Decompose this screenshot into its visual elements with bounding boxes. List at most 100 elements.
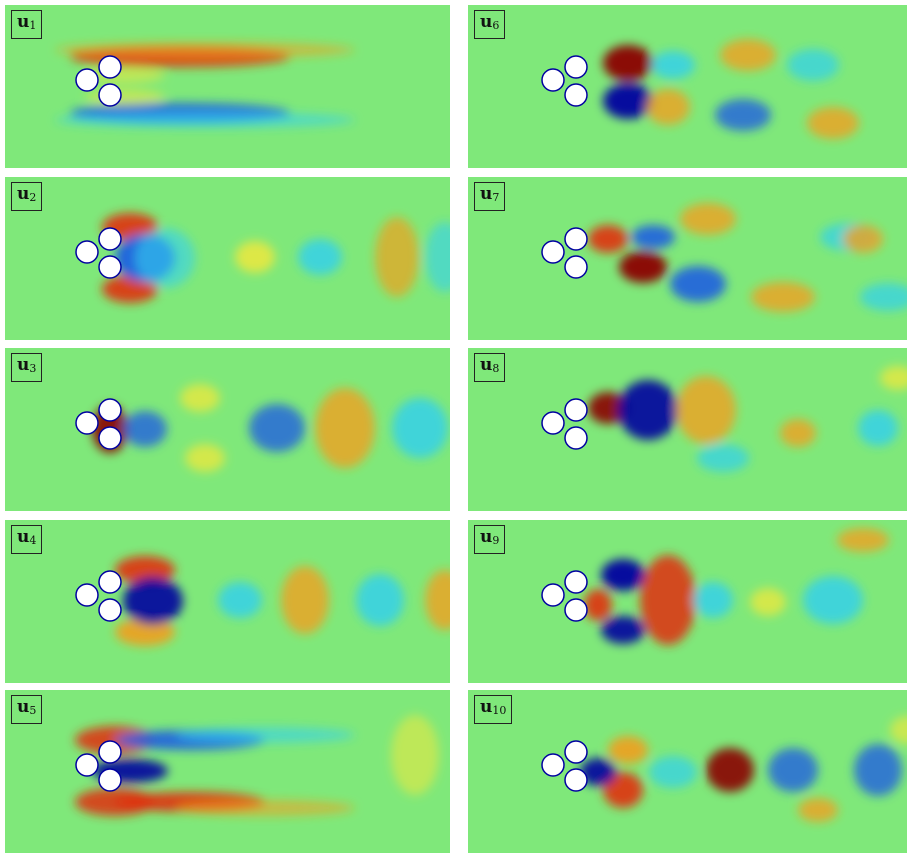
cylinder-icon: [75, 240, 99, 264]
vortex-region: [680, 203, 736, 235]
cylinder-icon: [564, 83, 588, 107]
flow-field-u5: [75, 715, 439, 816]
cylinder-icon: [98, 255, 122, 279]
mode-label: u3: [11, 353, 43, 382]
vortex-region: [646, 89, 690, 125]
vortex-region: [102, 275, 158, 303]
mode-index: 4: [29, 534, 37, 547]
vortex-region: [218, 582, 262, 618]
mode-panel-u8: u8: [468, 348, 907, 511]
flow-field-u10: [541, 716, 907, 822]
vortex-region: [588, 225, 628, 253]
vortex-region: [640, 555, 696, 645]
vortex-region: [356, 574, 404, 626]
vortex-region: [298, 239, 342, 275]
mode-symbol: u: [480, 355, 493, 375]
mode-panel-u3: u3: [5, 348, 450, 511]
vortex-region: [175, 800, 355, 816]
cylinder-icon: [564, 227, 588, 251]
cylinder-icon: [98, 768, 122, 792]
cylinder-icon: [75, 411, 99, 435]
vortex-region: [649, 756, 697, 788]
cylinder-icon: [98, 598, 122, 622]
vortex-region: [618, 380, 678, 440]
cylinder-icon: [98, 426, 122, 450]
mode-panel-u5: u5: [5, 690, 450, 853]
vortex-region: [123, 577, 183, 625]
mode-panel-u7: u7: [468, 177, 907, 340]
mode-symbol: u: [17, 527, 30, 547]
vortex-region: [751, 282, 815, 312]
mode-index: 7: [492, 191, 500, 204]
vortex-region: [803, 576, 863, 624]
mode-panel-u6: u6: [468, 5, 907, 168]
mode-label: u6: [474, 10, 506, 39]
mode-symbol: u: [17, 12, 30, 32]
vortex-region: [780, 419, 816, 447]
mode-panel-u4: u4: [5, 520, 450, 683]
mode-symbol: u: [480, 527, 493, 547]
vortex-region: [631, 225, 675, 249]
vortex-region: [115, 556, 175, 584]
vortex-region: [55, 42, 355, 58]
vortex-region: [123, 411, 167, 447]
cylinder-icon: [541, 411, 565, 435]
mode-index: 9: [492, 534, 500, 547]
cylinder-icon: [564, 398, 588, 422]
mode-symbol: u: [17, 355, 30, 375]
vortex-region: [858, 410, 898, 446]
vortex-region: [693, 582, 733, 618]
vortex-region: [837, 528, 889, 552]
mode-index: 3: [29, 362, 37, 375]
flow-field-u3: [75, 384, 448, 472]
cylinder-icon: [541, 240, 565, 264]
mode-label: u4: [11, 525, 43, 554]
flow-field-u7: [541, 203, 907, 312]
vortex-region: [55, 112, 355, 128]
vortex-region: [603, 772, 643, 808]
vortex-region: [676, 376, 736, 444]
vortex-region: [706, 748, 754, 792]
flow-field-u6: [541, 39, 859, 139]
vortex-region: [603, 83, 653, 119]
cylinder-icon: [541, 68, 565, 92]
cylinder-icon: [564, 598, 588, 622]
mode-index: 5: [29, 704, 37, 717]
mode-label: u7: [474, 182, 506, 211]
vortex-region: [580, 758, 616, 786]
mode-index: 2: [29, 191, 37, 204]
vortex-region: [750, 588, 786, 616]
vortex-region: [601, 616, 645, 644]
cylinder-icon: [564, 55, 588, 79]
vortex-region: [175, 727, 355, 743]
vortex-region: [601, 559, 645, 591]
mode-index: 8: [492, 362, 500, 375]
vortex-region: [854, 744, 902, 796]
vortex-region: [392, 398, 448, 458]
vortex-region: [281, 566, 329, 634]
mode-symbol: u: [17, 697, 30, 717]
vortex-region: [890, 716, 907, 744]
mode-label: u9: [474, 525, 506, 554]
mode-panel-u2: u2: [5, 177, 450, 340]
cylinder-icon: [541, 583, 565, 607]
vortex-region: [375, 217, 419, 297]
cylinder-icon: [98, 83, 122, 107]
mode-index: 1: [29, 19, 37, 32]
flow-field-u9: [541, 528, 889, 645]
vortex-region: [651, 51, 695, 79]
vortex-region: [249, 404, 305, 452]
vortex-region: [787, 49, 839, 81]
cylinder-icon: [564, 255, 588, 279]
mode-panel-u10: u10: [468, 690, 907, 853]
mode-index: 6: [492, 19, 500, 32]
mode-label: u8: [474, 353, 506, 382]
vortex-region: [180, 384, 220, 412]
vortex-region: [185, 444, 225, 472]
mode-label: u5: [11, 695, 43, 724]
cylinder-icon: [564, 426, 588, 450]
cylinder-icon: [564, 570, 588, 594]
flow-field-u2: [75, 213, 450, 303]
vortex-region: [720, 39, 776, 71]
